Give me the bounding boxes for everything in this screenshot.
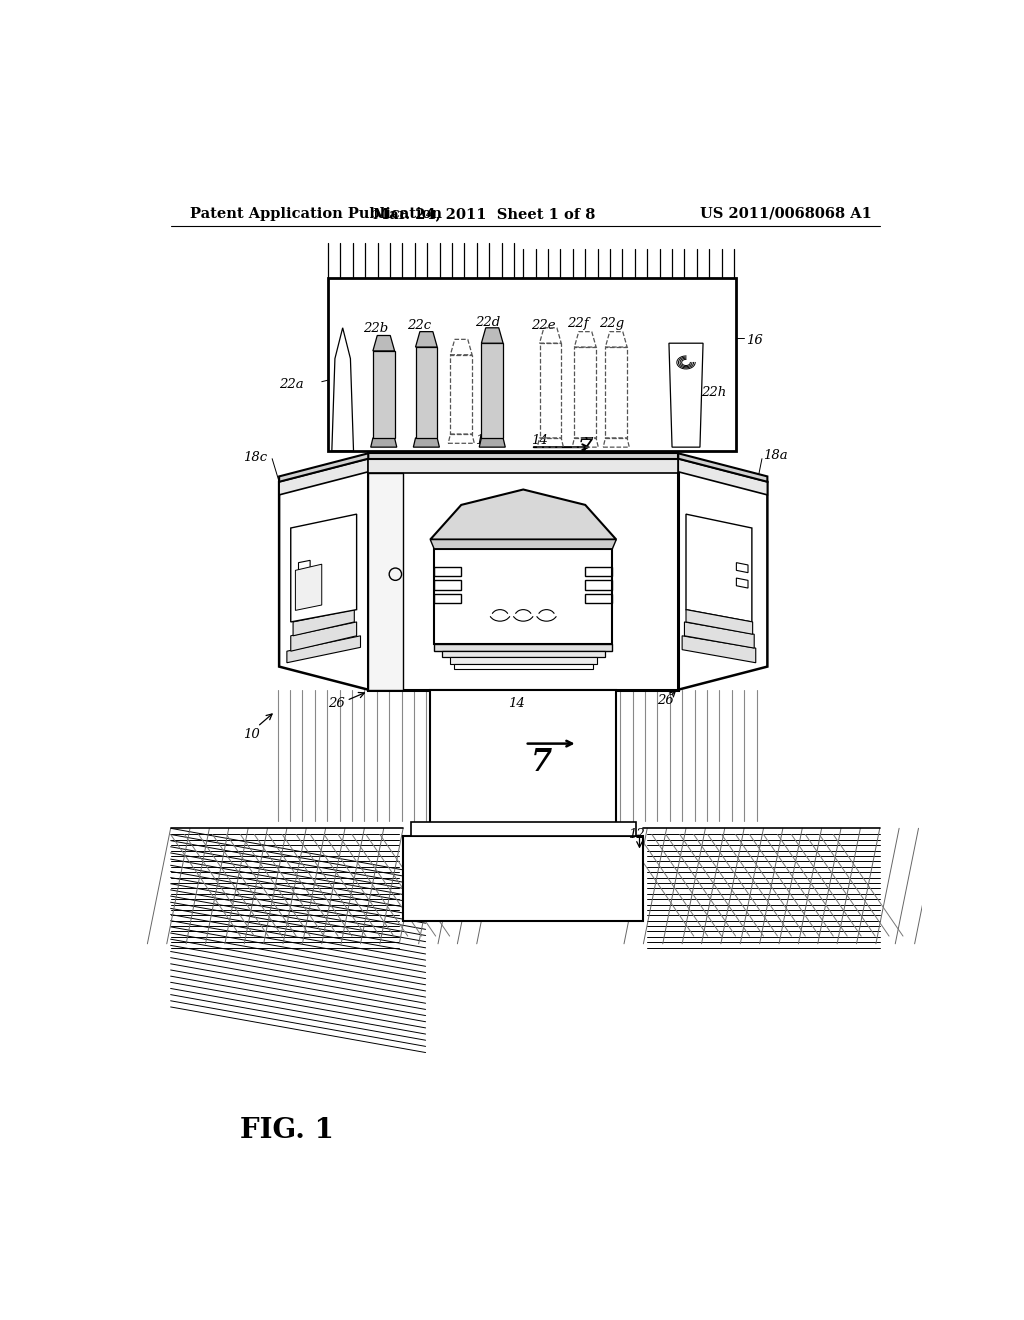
Polygon shape — [328, 277, 736, 451]
Polygon shape — [434, 549, 612, 644]
Polygon shape — [295, 564, 322, 610]
Polygon shape — [434, 644, 612, 651]
Polygon shape — [684, 622, 755, 648]
Polygon shape — [280, 459, 369, 689]
Polygon shape — [678, 453, 767, 482]
Text: 7: 7 — [578, 436, 593, 458]
Polygon shape — [416, 347, 437, 438]
Polygon shape — [371, 438, 396, 447]
Polygon shape — [686, 515, 752, 622]
Text: 10: 10 — [243, 729, 259, 742]
Polygon shape — [686, 610, 753, 635]
Text: FIG. 1: FIG. 1 — [241, 1117, 334, 1144]
Polygon shape — [430, 490, 616, 540]
Text: 22g: 22g — [599, 317, 625, 330]
Text: 22e: 22e — [531, 318, 556, 331]
Text: 22b: 22b — [362, 322, 388, 335]
Polygon shape — [481, 327, 503, 343]
Polygon shape — [369, 473, 403, 689]
Polygon shape — [291, 515, 356, 622]
Text: 22f: 22f — [566, 317, 588, 330]
Polygon shape — [454, 664, 593, 669]
Polygon shape — [291, 622, 356, 651]
Polygon shape — [430, 540, 616, 549]
Polygon shape — [682, 636, 756, 663]
Polygon shape — [373, 335, 394, 351]
Polygon shape — [287, 636, 360, 663]
Polygon shape — [481, 343, 503, 438]
Polygon shape — [430, 689, 616, 836]
Text: 26: 26 — [328, 697, 345, 710]
Text: 14: 14 — [531, 434, 548, 447]
Polygon shape — [293, 610, 354, 636]
Text: 7: 7 — [531, 747, 552, 779]
Text: US 2011/0068068 A1: US 2011/0068068 A1 — [700, 207, 872, 220]
Polygon shape — [403, 836, 643, 921]
Polygon shape — [369, 459, 678, 689]
Polygon shape — [369, 453, 678, 459]
Polygon shape — [411, 822, 636, 836]
Polygon shape — [479, 438, 505, 447]
Text: 22h: 22h — [701, 385, 727, 399]
Text: 18c: 18c — [243, 451, 267, 465]
Text: 14: 14 — [508, 697, 524, 710]
Polygon shape — [442, 651, 604, 657]
Text: 22a: 22a — [280, 378, 304, 391]
Text: Mar. 24, 2011  Sheet 1 of 8: Mar. 24, 2011 Sheet 1 of 8 — [374, 207, 596, 220]
Text: 12: 12 — [628, 829, 645, 841]
Polygon shape — [280, 459, 369, 495]
Text: 26: 26 — [656, 693, 674, 706]
Polygon shape — [678, 459, 767, 689]
Polygon shape — [369, 459, 678, 473]
Polygon shape — [414, 438, 439, 447]
Text: Patent Application Publication: Patent Application Publication — [190, 207, 442, 220]
Text: 22c: 22c — [407, 318, 431, 331]
Text: 18b: 18b — [475, 434, 501, 447]
Polygon shape — [416, 331, 437, 347]
Polygon shape — [373, 351, 394, 438]
Text: 18a: 18a — [764, 449, 788, 462]
Text: 16: 16 — [746, 334, 763, 347]
Polygon shape — [450, 657, 597, 664]
Polygon shape — [678, 459, 767, 495]
Text: 22d: 22d — [475, 317, 501, 329]
Polygon shape — [280, 453, 369, 482]
